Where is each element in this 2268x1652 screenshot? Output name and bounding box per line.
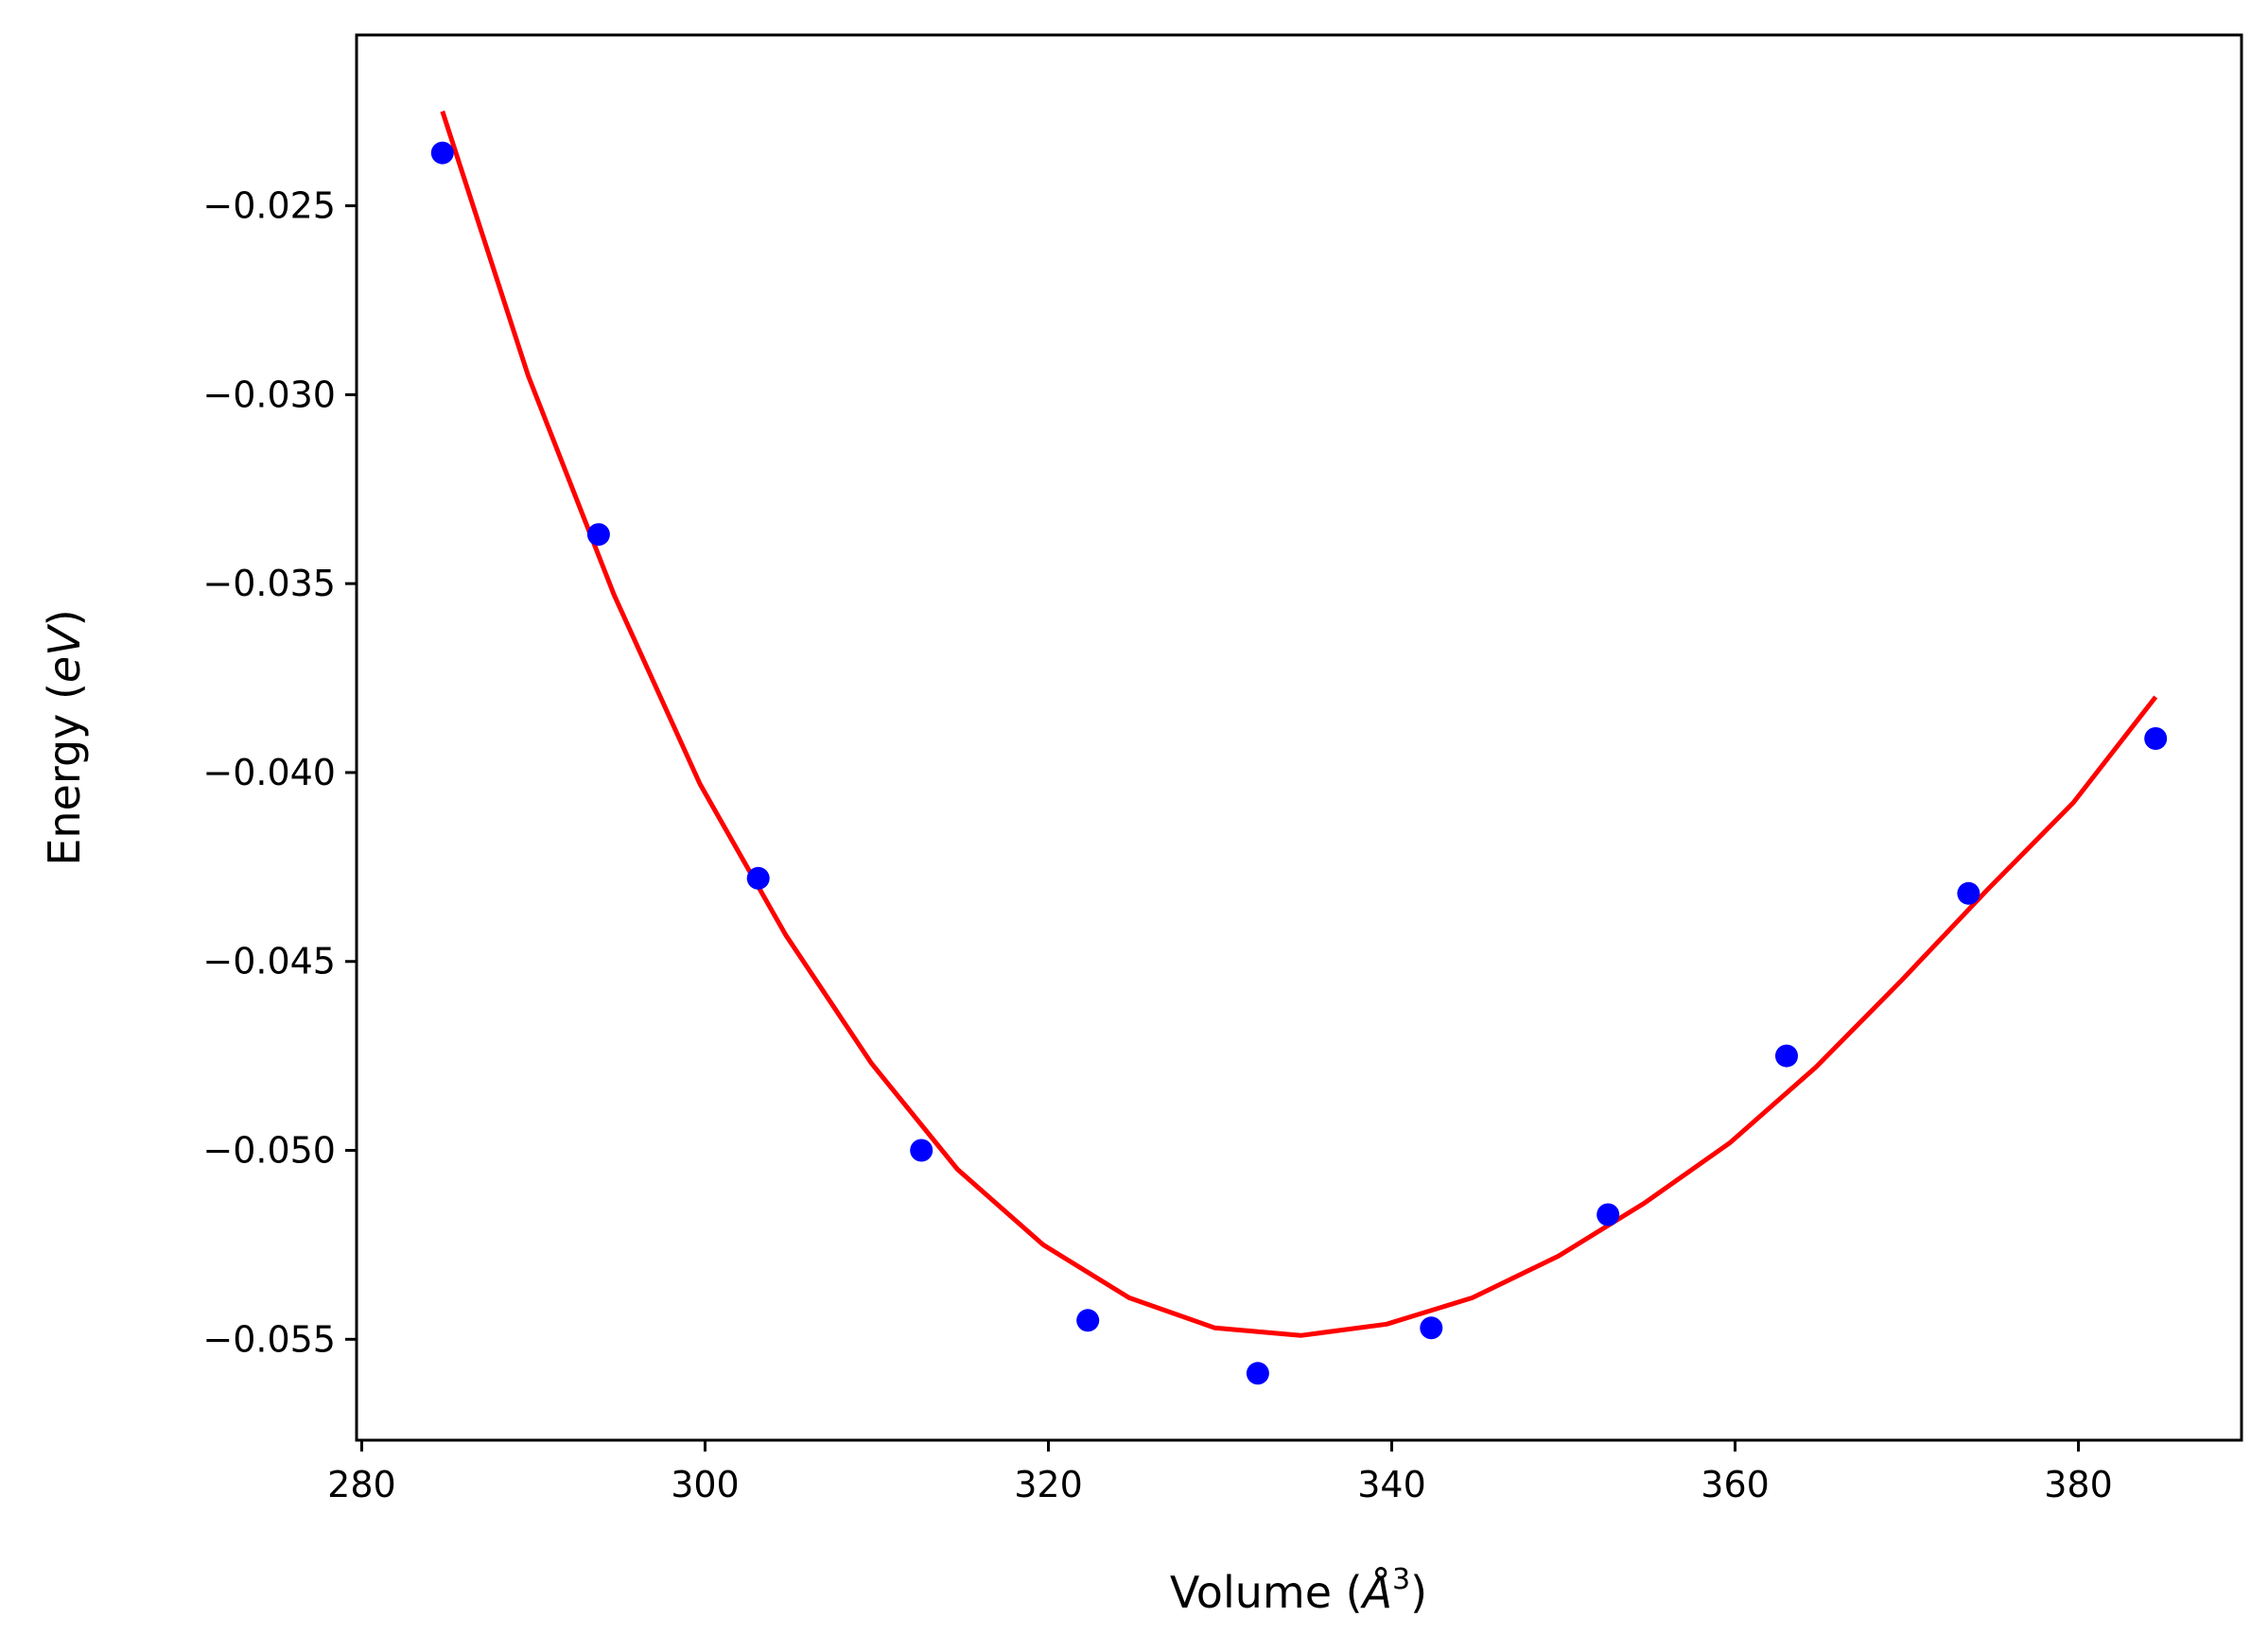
x-axis-ticks: 280 300 320 340 360 380: [327, 1440, 2113, 1505]
x-tick-label: 340: [1357, 1464, 1426, 1505]
data-point: [1420, 1316, 1443, 1340]
data-point: [1596, 1203, 1620, 1226]
y-tick-label: −0.055: [202, 1318, 336, 1360]
y-tick-label: −0.025: [202, 185, 336, 227]
x-axis-label: Volume (Å3): [1170, 1563, 1427, 1618]
plot-frame: [355, 33, 2243, 1442]
x-tick-label: 320: [1014, 1464, 1083, 1505]
points-layer: [430, 141, 2168, 1385]
y-tick-label: −0.040: [202, 752, 336, 793]
x-tick-label: 380: [2044, 1464, 2113, 1505]
x-tick-label: 300: [671, 1464, 740, 1505]
y-tick-label: −0.050: [202, 1130, 336, 1172]
data-point: [746, 866, 770, 890]
data-point: [586, 523, 610, 547]
y-tick-label: −0.030: [202, 374, 336, 415]
fit-layer: [440, 110, 2158, 1338]
data-point: [430, 141, 454, 165]
data-point: [1076, 1309, 1100, 1332]
x-tick-label: 360: [1701, 1464, 1770, 1505]
y-tick-label: −0.045: [202, 941, 336, 983]
data-point: [1957, 881, 1980, 905]
data-point: [2144, 727, 2168, 750]
data-point: [1775, 1044, 1798, 1068]
y-axis-label: Energy (eV): [39, 609, 90, 865]
x-tick-label: 280: [327, 1464, 396, 1505]
data-point: [910, 1139, 933, 1162]
y-axis-ticks: −0.025 −0.030 −0.035 −0.040 −0.045 −0.050 −0.0…: [202, 185, 357, 1360]
fit-curve: [440, 110, 2158, 1338]
data-point: [1246, 1362, 1269, 1385]
y-tick-label: −0.035: [202, 563, 336, 604]
